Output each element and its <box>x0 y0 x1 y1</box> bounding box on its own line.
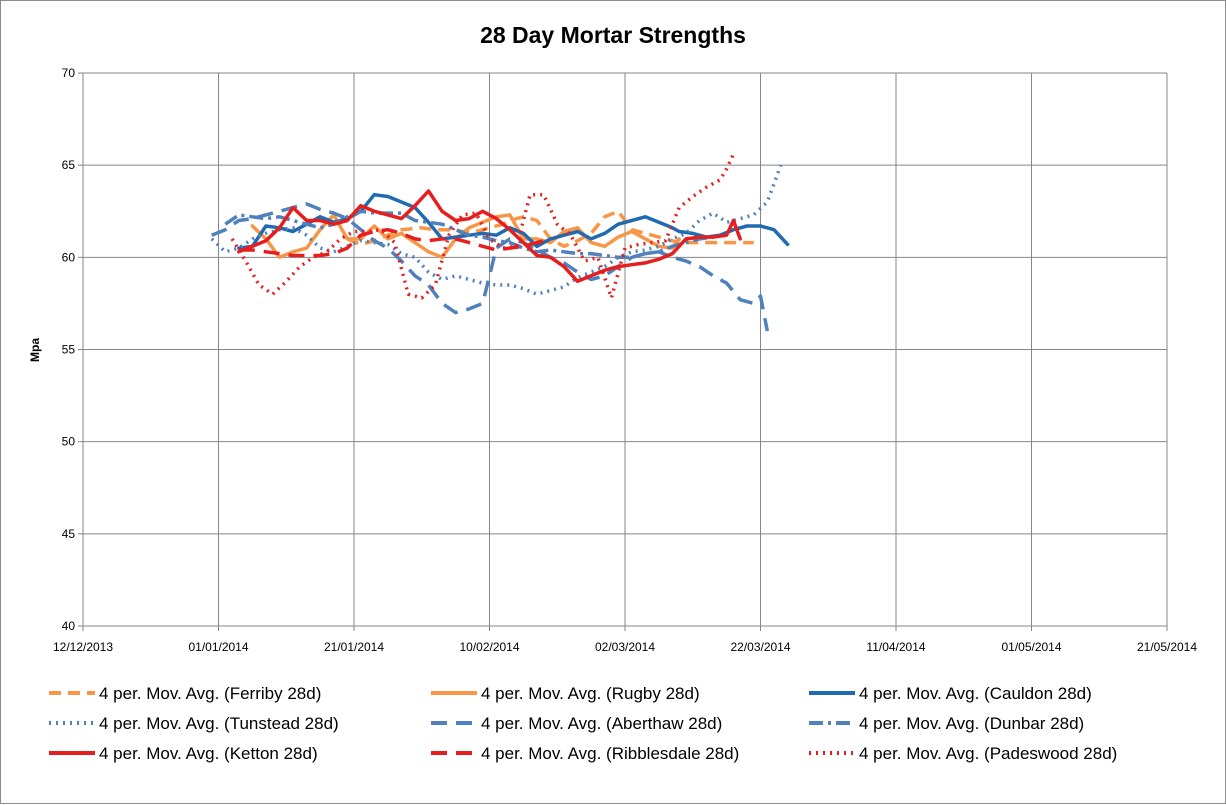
y-tick-label: 40 <box>62 619 76 633</box>
y-tick-label: 50 <box>62 435 76 449</box>
legend-entry-label: 4 per. Mov. Avg. (Ketton 28d) <box>99 744 318 763</box>
series-line-5 <box>224 209 714 260</box>
x-tick-label: 10/02/2014 <box>459 640 519 654</box>
axes: 40 45 50 55 60 65 70 12/12/2013 01/01/2014 21/01/… <box>53 66 1197 654</box>
x-tick-label: 02/03/2014 <box>595 640 655 654</box>
y-tick-label: 55 <box>62 343 76 357</box>
x-tick-label: 11/04/2014 <box>866 640 925 654</box>
legend-entry-label: 4 per. Mov. Avg. (Tunstead 28d) <box>99 714 339 733</box>
y-tick-label: 45 <box>62 527 76 541</box>
legend-entry-label: 4 per. Mov. Avg. (Ribblesdale 28d) <box>481 744 739 763</box>
y-tick-label: 60 <box>62 250 76 264</box>
series-line-2 <box>237 192 790 250</box>
x-tick-label: 12/12/2013 <box>53 640 113 654</box>
series-line-7 <box>238 227 551 258</box>
x-tick-label: 22/03/2014 <box>730 640 790 654</box>
series-lines <box>210 153 790 332</box>
x-tick-label: 01/01/2014 <box>188 640 248 654</box>
legend-entry-label: 4 per. Mov. Avg. (Rugby 28d) <box>481 684 700 703</box>
y-tick-label: 65 <box>62 158 76 172</box>
series-line-3 <box>210 164 783 296</box>
legend-entry-label: 4 per. Mov. Avg. (Ferriby 28d) <box>99 684 321 703</box>
legend-entry-label: 4 per. Mov. Avg. (Padeswood 28d) <box>859 744 1117 763</box>
y-tick-label: 70 <box>62 66 76 80</box>
series-line-1 <box>250 213 681 260</box>
legend-entry-label: 4 per. Mov. Avg. (Dunbar 28d) <box>859 714 1084 733</box>
x-tick-label: 21/05/2014 <box>1137 640 1197 654</box>
legend-entry-label: 4 per. Mov. Avg. (Cauldon 28d) <box>859 684 1092 703</box>
legend: 4 per. Mov. Avg. (Ferriby 28d) 4 per. Mov… <box>49 684 1117 763</box>
x-tick-label: 01/05/2014 <box>1001 640 1061 654</box>
series-line-6 <box>237 189 742 284</box>
chart-title: 28 Day Mortar Strengths <box>480 22 746 48</box>
legend-entry-label: 4 per. Mov. Avg. (Aberthaw 28d) <box>481 714 722 733</box>
x-tick-label: 21/01/2014 <box>324 640 384 654</box>
gridlines <box>83 72 1168 626</box>
series-line-4 <box>211 202 770 332</box>
y-axis-label: Mpa <box>28 338 42 362</box>
